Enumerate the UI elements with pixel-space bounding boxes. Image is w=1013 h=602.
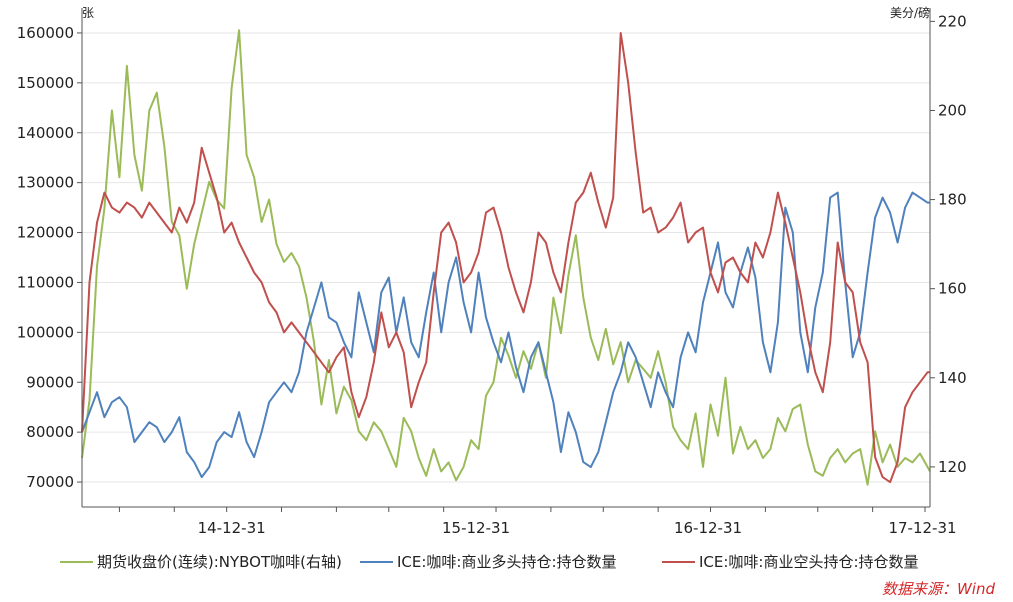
- legend-label-long: ICE:咖啡:商业多头持仓:持仓数量: [397, 553, 617, 571]
- left-tick-label: 90000: [26, 373, 74, 391]
- series-line-1: [81, 191, 930, 479]
- left-tick-label: 110000: [17, 273, 74, 291]
- right-tick-label: 200: [938, 101, 967, 119]
- left-tick-label: 130000: [17, 174, 74, 192]
- left-tick-label: 160000: [17, 24, 74, 42]
- legend-label-short: ICE:咖啡:商业空头持仓:持仓数量: [699, 553, 919, 571]
- series-line-2: [81, 32, 930, 484]
- right-tick-label: 120: [938, 458, 967, 476]
- x-tick-label: 14-12-31: [198, 519, 266, 537]
- left-tick-label: 100000: [17, 323, 74, 341]
- x-tick-label: 16-12-31: [674, 519, 742, 537]
- x-tick-label: 15-12-31: [442, 519, 510, 537]
- left-tick-label: 80000: [26, 423, 74, 441]
- legend-label-price: 期货收盘价(连续):NYBOT咖啡(右轴): [97, 553, 342, 571]
- series-line-0: [81, 29, 931, 486]
- right-tick-label: 180: [938, 191, 967, 209]
- left-tick-label: 150000: [17, 74, 74, 92]
- legend: 期货收盘价(连续):NYBOT咖啡(右轴) ICE:咖啡:商业多头持仓:持仓数量…: [60, 553, 919, 571]
- left-tick-label: 140000: [17, 124, 74, 142]
- tick-labels: 70000 80000 90000 100000 110000 120000 130000 1…: [17, 12, 967, 537]
- right-tick-label: 220: [938, 12, 967, 30]
- right-tick-label: 140: [938, 369, 967, 387]
- source-label: 数据来源：Wind: [882, 580, 996, 598]
- right-tick-label: 160: [938, 280, 967, 298]
- left-unit-label: 张: [82, 6, 94, 20]
- left-tick-label: 120000: [17, 224, 74, 242]
- right-unit-label: 美分/磅: [890, 5, 930, 20]
- series-lines: [81, 29, 931, 486]
- left-tick-label: 70000: [26, 473, 74, 491]
- x-tick-label: 17-12-31: [888, 519, 956, 537]
- axes: [81, 8, 931, 508]
